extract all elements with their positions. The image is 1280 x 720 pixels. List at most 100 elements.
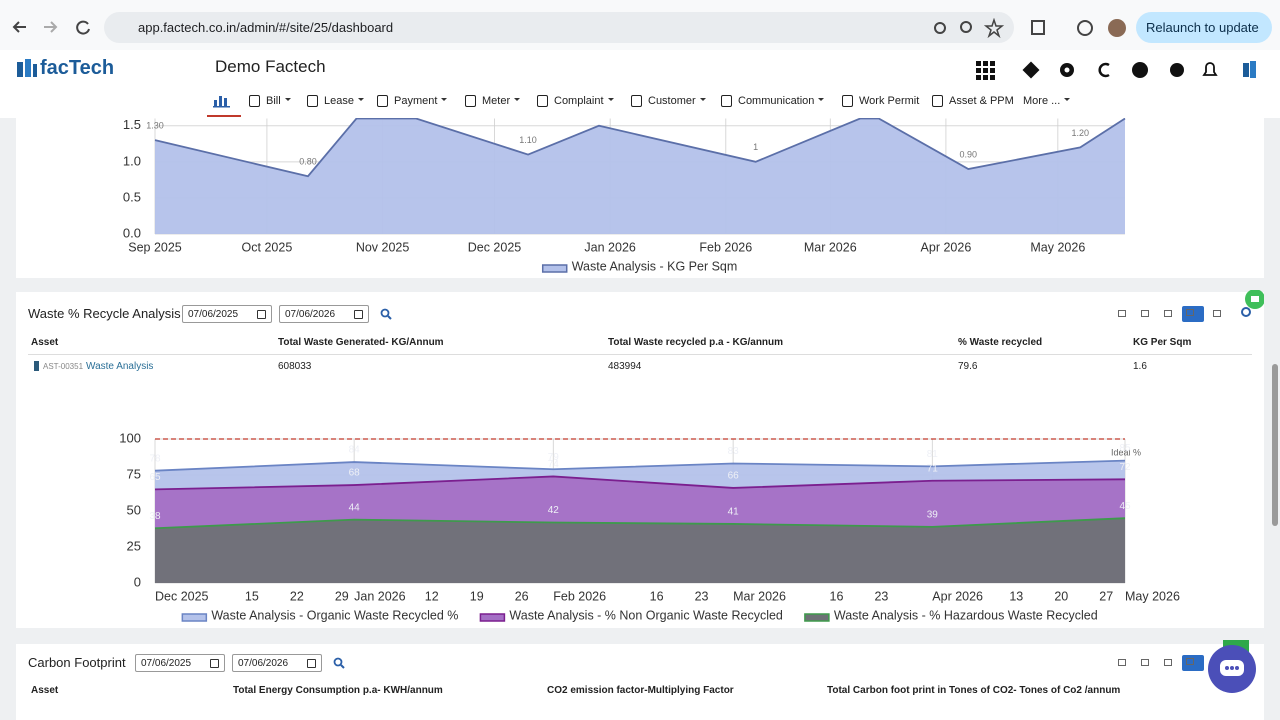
legend-item[interactable]: Waste Analysis - % Non Organic Waste Rec… bbox=[479, 608, 783, 622]
area-view[interactable] bbox=[1182, 306, 1204, 322]
divider bbox=[28, 354, 1252, 355]
table-header: % Waste recycled bbox=[958, 337, 1043, 348]
data-label: 83 bbox=[728, 446, 740, 457]
table-header: Total Energy Consumption p.a- KWH/annum bbox=[233, 685, 443, 696]
x-tick-label: 16 bbox=[830, 589, 844, 603]
legend-label: Waste Analysis - % Hazardous Waste Recyc… bbox=[834, 608, 1098, 622]
table-cell: 483994 bbox=[608, 361, 642, 372]
edit-tool[interactable] bbox=[1137, 656, 1153, 670]
edit-tool[interactable] bbox=[1137, 307, 1153, 321]
legend-label: Waste Analysis - KG Per Sqm bbox=[572, 259, 738, 273]
asset-link[interactable]: Waste Analysis bbox=[86, 361, 154, 372]
nav-buttons[interactable] bbox=[10, 16, 94, 38]
legend-swatch bbox=[181, 613, 208, 622]
data-label: 41 bbox=[728, 507, 740, 518]
series-line bbox=[154, 517, 1126, 530]
nav-label: Payment bbox=[394, 95, 438, 107]
x-tick-label: Nov 2025 bbox=[356, 240, 410, 254]
table-header: Total Waste recycled p.a - KG/annum bbox=[608, 337, 784, 348]
series-line bbox=[154, 475, 1126, 491]
x-tick-label: 29 bbox=[335, 589, 349, 603]
legend-item[interactable]: Waste Analysis - % Hazardous Waste Recyc… bbox=[804, 608, 1098, 622]
nav-item[interactable]: Complaint bbox=[537, 95, 614, 107]
data-label: 74 bbox=[548, 459, 560, 470]
nav-item[interactable]: Bill bbox=[249, 95, 291, 107]
chat-button[interactable] bbox=[1207, 644, 1257, 694]
address-bar[interactable]: app.factech.co.in/admin/#/site/25/dashbo… bbox=[104, 12, 1014, 43]
nav-label: Complaint bbox=[554, 95, 604, 107]
table-view[interactable] bbox=[1114, 656, 1130, 670]
scrollbar-thumb[interactable] bbox=[1272, 364, 1278, 526]
data-label: 85 bbox=[1119, 443, 1131, 454]
asset-id: AST-00351 bbox=[43, 362, 84, 371]
url-text: app.factech.co.in/admin/#/site/25/dashbo… bbox=[138, 20, 394, 35]
relaunch-text: Relaunch to update bbox=[1146, 20, 1259, 35]
x-tick-label: Sep 2025 bbox=[128, 240, 182, 254]
section-tools[interactable] bbox=[1240, 290, 1264, 330]
nav-label: Bill bbox=[266, 95, 281, 107]
table-header: KG Per Sqm bbox=[1133, 337, 1192, 348]
x-tick-label: Apr 2026 bbox=[932, 589, 983, 603]
y-tick-label: 50 bbox=[127, 502, 141, 517]
legend-item[interactable]: Waste Analysis - KG Per Sqm bbox=[541, 259, 738, 273]
x-tick-label: Apr 2026 bbox=[921, 240, 972, 254]
nav-label: Asset & PPM bbox=[949, 95, 1014, 107]
y-tick-label: 1.5 bbox=[123, 117, 141, 132]
data-label: 45 bbox=[1119, 501, 1131, 512]
nav-label: Lease bbox=[324, 95, 354, 107]
data-label: 1.10 bbox=[519, 135, 537, 145]
dashboard-icon[interactable] bbox=[213, 94, 231, 108]
data-label: 44 bbox=[349, 502, 361, 513]
bar-view[interactable] bbox=[1209, 307, 1225, 321]
date-from[interactable]: 07/06/2025 bbox=[135, 654, 225, 672]
date-to[interactable]: 07/06/2026 bbox=[232, 654, 322, 672]
line-view[interactable] bbox=[1160, 307, 1176, 321]
nav-item[interactable]: Payment bbox=[377, 95, 448, 107]
nav-item[interactable]: More ... bbox=[1023, 95, 1071, 107]
legend-item[interactable]: Waste Analysis - Organic Waste Recycled … bbox=[181, 608, 458, 622]
nav-label: Meter bbox=[482, 95, 511, 107]
x-tick-label: 23 bbox=[695, 589, 709, 603]
search-icon[interactable] bbox=[333, 657, 345, 669]
carbon-card: Carbon Footprint 07/06/2025 07/06/2026 A… bbox=[16, 644, 1264, 720]
app-header: facTech Demo Factech Bill Lease Payment … bbox=[0, 50, 1280, 118]
area-fill bbox=[155, 518, 1125, 583]
data-label: 1 bbox=[753, 142, 758, 152]
data-label: 0.90 bbox=[960, 149, 978, 159]
search-icon[interactable] bbox=[380, 308, 392, 320]
line-view[interactable] bbox=[1160, 656, 1176, 670]
date-from[interactable]: 07/06/2025 bbox=[182, 305, 272, 323]
area-view[interactable] bbox=[1182, 655, 1204, 671]
header-icons[interactable] bbox=[975, 60, 1265, 80]
nav-item[interactable]: Work Permit bbox=[842, 95, 919, 107]
legend-label: Waste Analysis - % Non Organic Waste Rec… bbox=[509, 608, 783, 622]
nav-label: Customer bbox=[648, 95, 696, 107]
table-cell: 79.6 bbox=[958, 361, 978, 372]
table-header: CO2 emission factor-Multiplying Factor bbox=[547, 685, 734, 696]
x-tick-label: 19 bbox=[470, 589, 484, 603]
x-tick-label: Dec 2025 bbox=[155, 589, 209, 603]
nav-item[interactable]: Asset & PPM bbox=[932, 95, 1014, 107]
x-tick-label: Oct 2025 bbox=[242, 240, 293, 254]
data-label: 38 bbox=[149, 511, 161, 522]
data-label: 78 bbox=[149, 453, 161, 464]
data-label: 71 bbox=[927, 463, 939, 474]
x-tick-label: 23 bbox=[874, 589, 888, 603]
data-label: 66 bbox=[728, 471, 740, 482]
series-line bbox=[154, 117, 1126, 178]
table-header: Total Waste Generated- KG/Annum bbox=[278, 337, 444, 348]
data-label: 65 bbox=[149, 472, 161, 483]
nav-item[interactable]: Communication bbox=[721, 95, 825, 107]
logo[interactable]: facTech bbox=[40, 57, 115, 79]
table-view[interactable] bbox=[1114, 307, 1130, 321]
nav-item[interactable]: Lease bbox=[307, 95, 364, 107]
nav-item[interactable]: Meter bbox=[465, 95, 521, 107]
browser-toolbar: app.factech.co.in/admin/#/site/25/dashbo… bbox=[0, 0, 1280, 66]
relaunch-button[interactable]: Relaunch to update ⋮ bbox=[1136, 12, 1272, 66]
date-to[interactable]: 07/06/2026 bbox=[279, 305, 369, 323]
data-label: 81 bbox=[927, 449, 939, 460]
x-tick-label: 20 bbox=[1054, 589, 1068, 603]
logo-icon bbox=[17, 59, 37, 77]
nav-item[interactable]: Customer bbox=[631, 95, 706, 107]
